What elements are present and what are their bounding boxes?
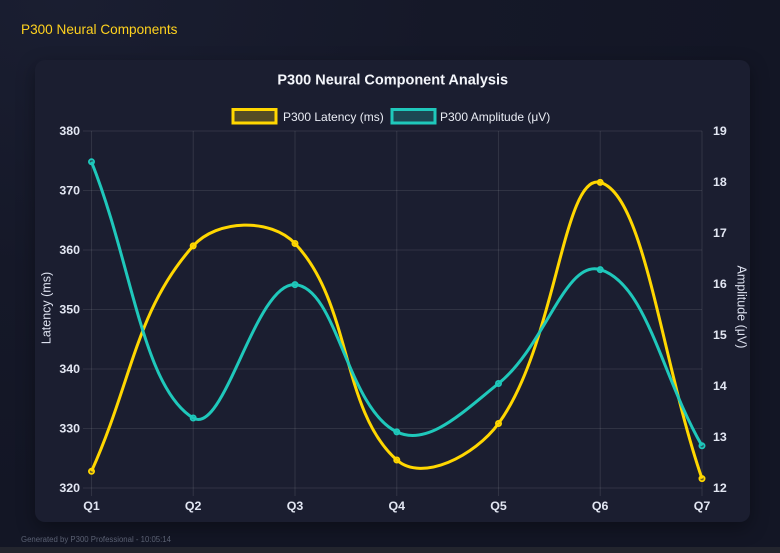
svg-text:380: 380	[59, 124, 80, 138]
svg-text:16: 16	[713, 277, 727, 291]
svg-text:Amplitude (μV): Amplitude (μV)	[735, 266, 749, 349]
svg-text:P300 Neural Component Analysis: P300 Neural Component Analysis	[277, 73, 508, 89]
svg-text:17: 17	[713, 226, 727, 240]
svg-text:15: 15	[713, 328, 727, 342]
svg-text:P300 Amplitude (μV): P300 Amplitude (μV)	[440, 110, 550, 124]
svg-text:P300 Latency (ms): P300 Latency (ms)	[283, 110, 384, 124]
svg-text:360: 360	[59, 243, 80, 257]
svg-text:Latency (ms): Latency (ms)	[40, 272, 54, 344]
svg-text:330: 330	[59, 422, 80, 436]
svg-text:Q3: Q3	[287, 499, 304, 513]
svg-text:340: 340	[59, 362, 80, 376]
svg-text:18: 18	[713, 175, 727, 189]
svg-text:320: 320	[59, 481, 80, 495]
svg-text:350: 350	[59, 303, 80, 317]
svg-text:13: 13	[713, 430, 727, 444]
svg-text:Q5: Q5	[490, 499, 507, 513]
svg-text:370: 370	[59, 184, 80, 198]
svg-text:Q7: Q7	[694, 499, 711, 513]
svg-text:Q6: Q6	[592, 499, 609, 513]
svg-text:Q1: Q1	[83, 499, 100, 513]
svg-text:19: 19	[713, 124, 727, 138]
svg-text:14: 14	[713, 379, 727, 393]
svg-text:Q2: Q2	[185, 499, 202, 513]
svg-text:12: 12	[713, 481, 727, 495]
svg-text:Q4: Q4	[389, 499, 406, 513]
